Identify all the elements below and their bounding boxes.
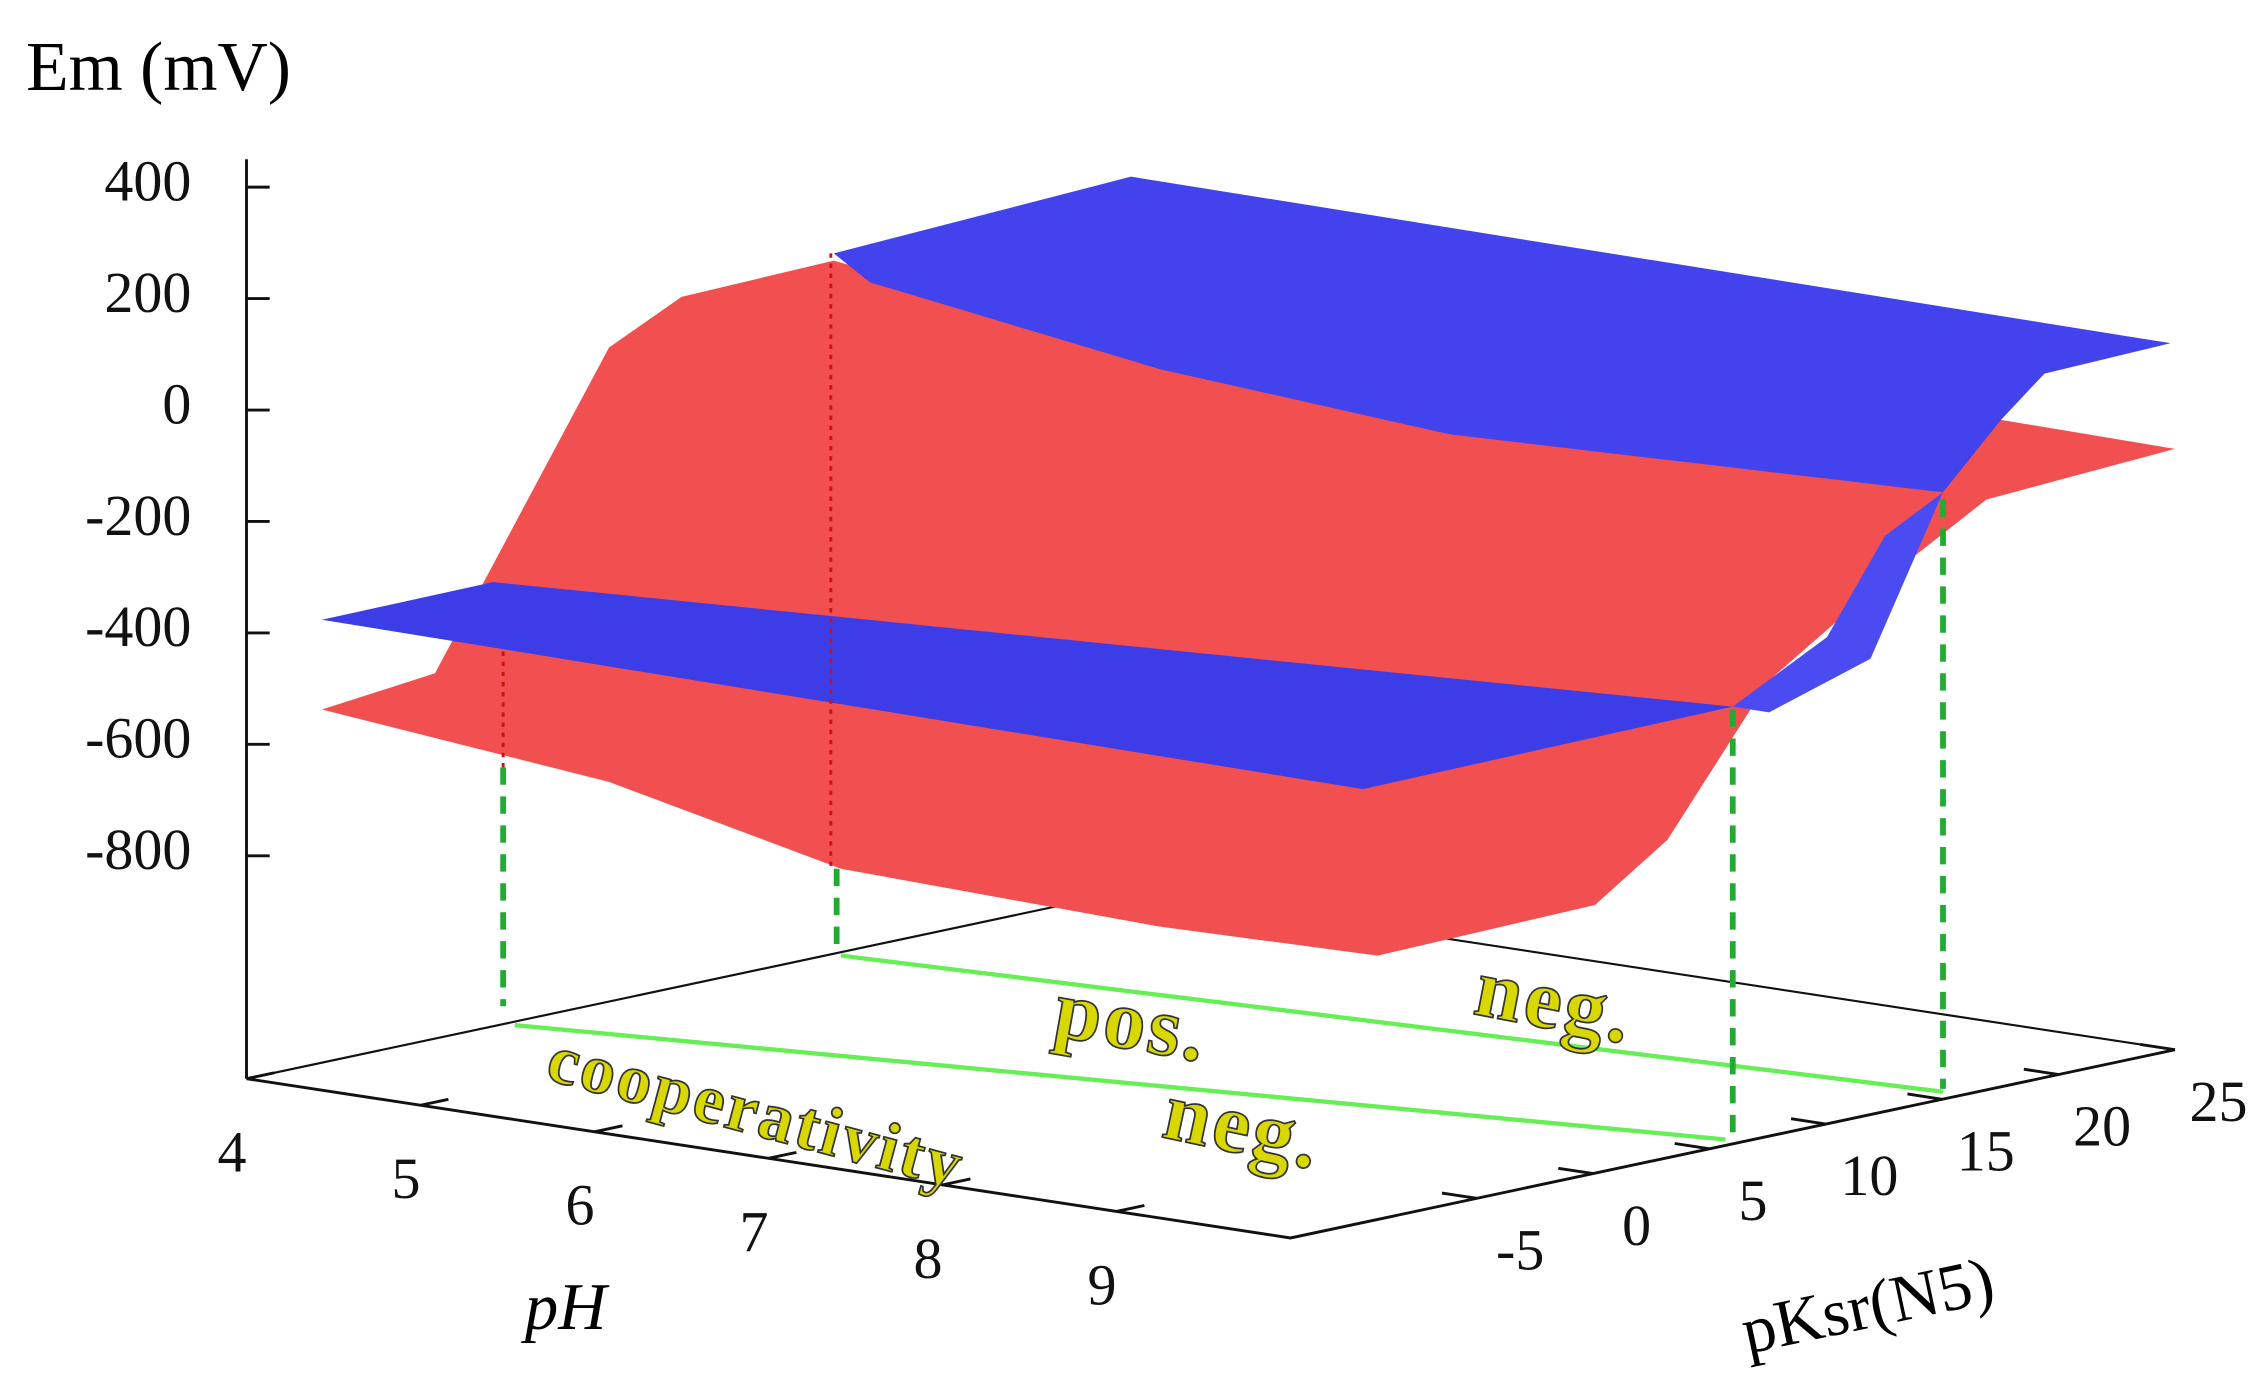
x-tick [768,1150,797,1160]
boundary-line [514,1022,1726,1142]
y-tick [1674,1142,1710,1151]
x-tick-label: 4 [218,1120,247,1185]
z-tick-label: -600 [85,706,191,771]
y-tick [1558,1166,1594,1176]
boundary-line [840,953,1944,1094]
x-axis-title: pH [521,1271,610,1344]
y-tick-label: 20 [2073,1094,2131,1159]
x-tick-label: 9 [1088,1252,1117,1317]
x-tick-label: 8 [914,1226,943,1291]
x-tick-label: 6 [566,1173,595,1238]
y-tick-label: 5 [1738,1168,1767,1233]
x-tick [246,1071,275,1081]
z-tick-label: 0 [162,371,191,436]
y-tick-label: 10 [1840,1143,1898,1208]
annotation: neg. [1468,941,1642,1062]
y-tick-label: 25 [2190,1069,2248,1134]
x-tick [594,1124,623,1134]
z-tick-label: -800 [85,817,191,882]
x-tick-label: 7 [740,1199,769,1264]
annotation: neg. [1156,1064,1331,1188]
y-tick-label: -5 [1496,1218,1544,1283]
y-tick [1790,1117,1827,1126]
floor-boundaries [514,953,1944,1142]
x-tick [1116,1204,1145,1213]
z-tick-label: 200 [104,260,191,325]
y-tick-label: 0 [1622,1193,1651,1258]
y-tick-label: 15 [1957,1119,2015,1184]
z-tick-label: -200 [85,483,191,548]
y-tick [2139,1042,2176,1052]
y-tick [2023,1067,2059,1076]
x-tick [420,1097,449,1107]
projections [500,253,1946,1137]
x-tick [942,1177,971,1187]
y-tick [1441,1191,1477,1200]
z-tick-label: -400 [85,594,191,659]
blue-upper-surface [833,176,2171,493]
z-axis-title: Em (mV) [26,29,291,106]
surfaces [321,176,2175,956]
blue-step-surface [1732,492,1943,713]
blue-lower-surface [321,582,1733,790]
y-axis-title: pKsr(N5) [1735,1244,2000,1368]
z-tick-label: 400 [104,148,191,213]
annotation: pos. [1048,962,1216,1080]
x-tick-label: 5 [392,1146,421,1211]
y-tick [1907,1092,1943,1101]
